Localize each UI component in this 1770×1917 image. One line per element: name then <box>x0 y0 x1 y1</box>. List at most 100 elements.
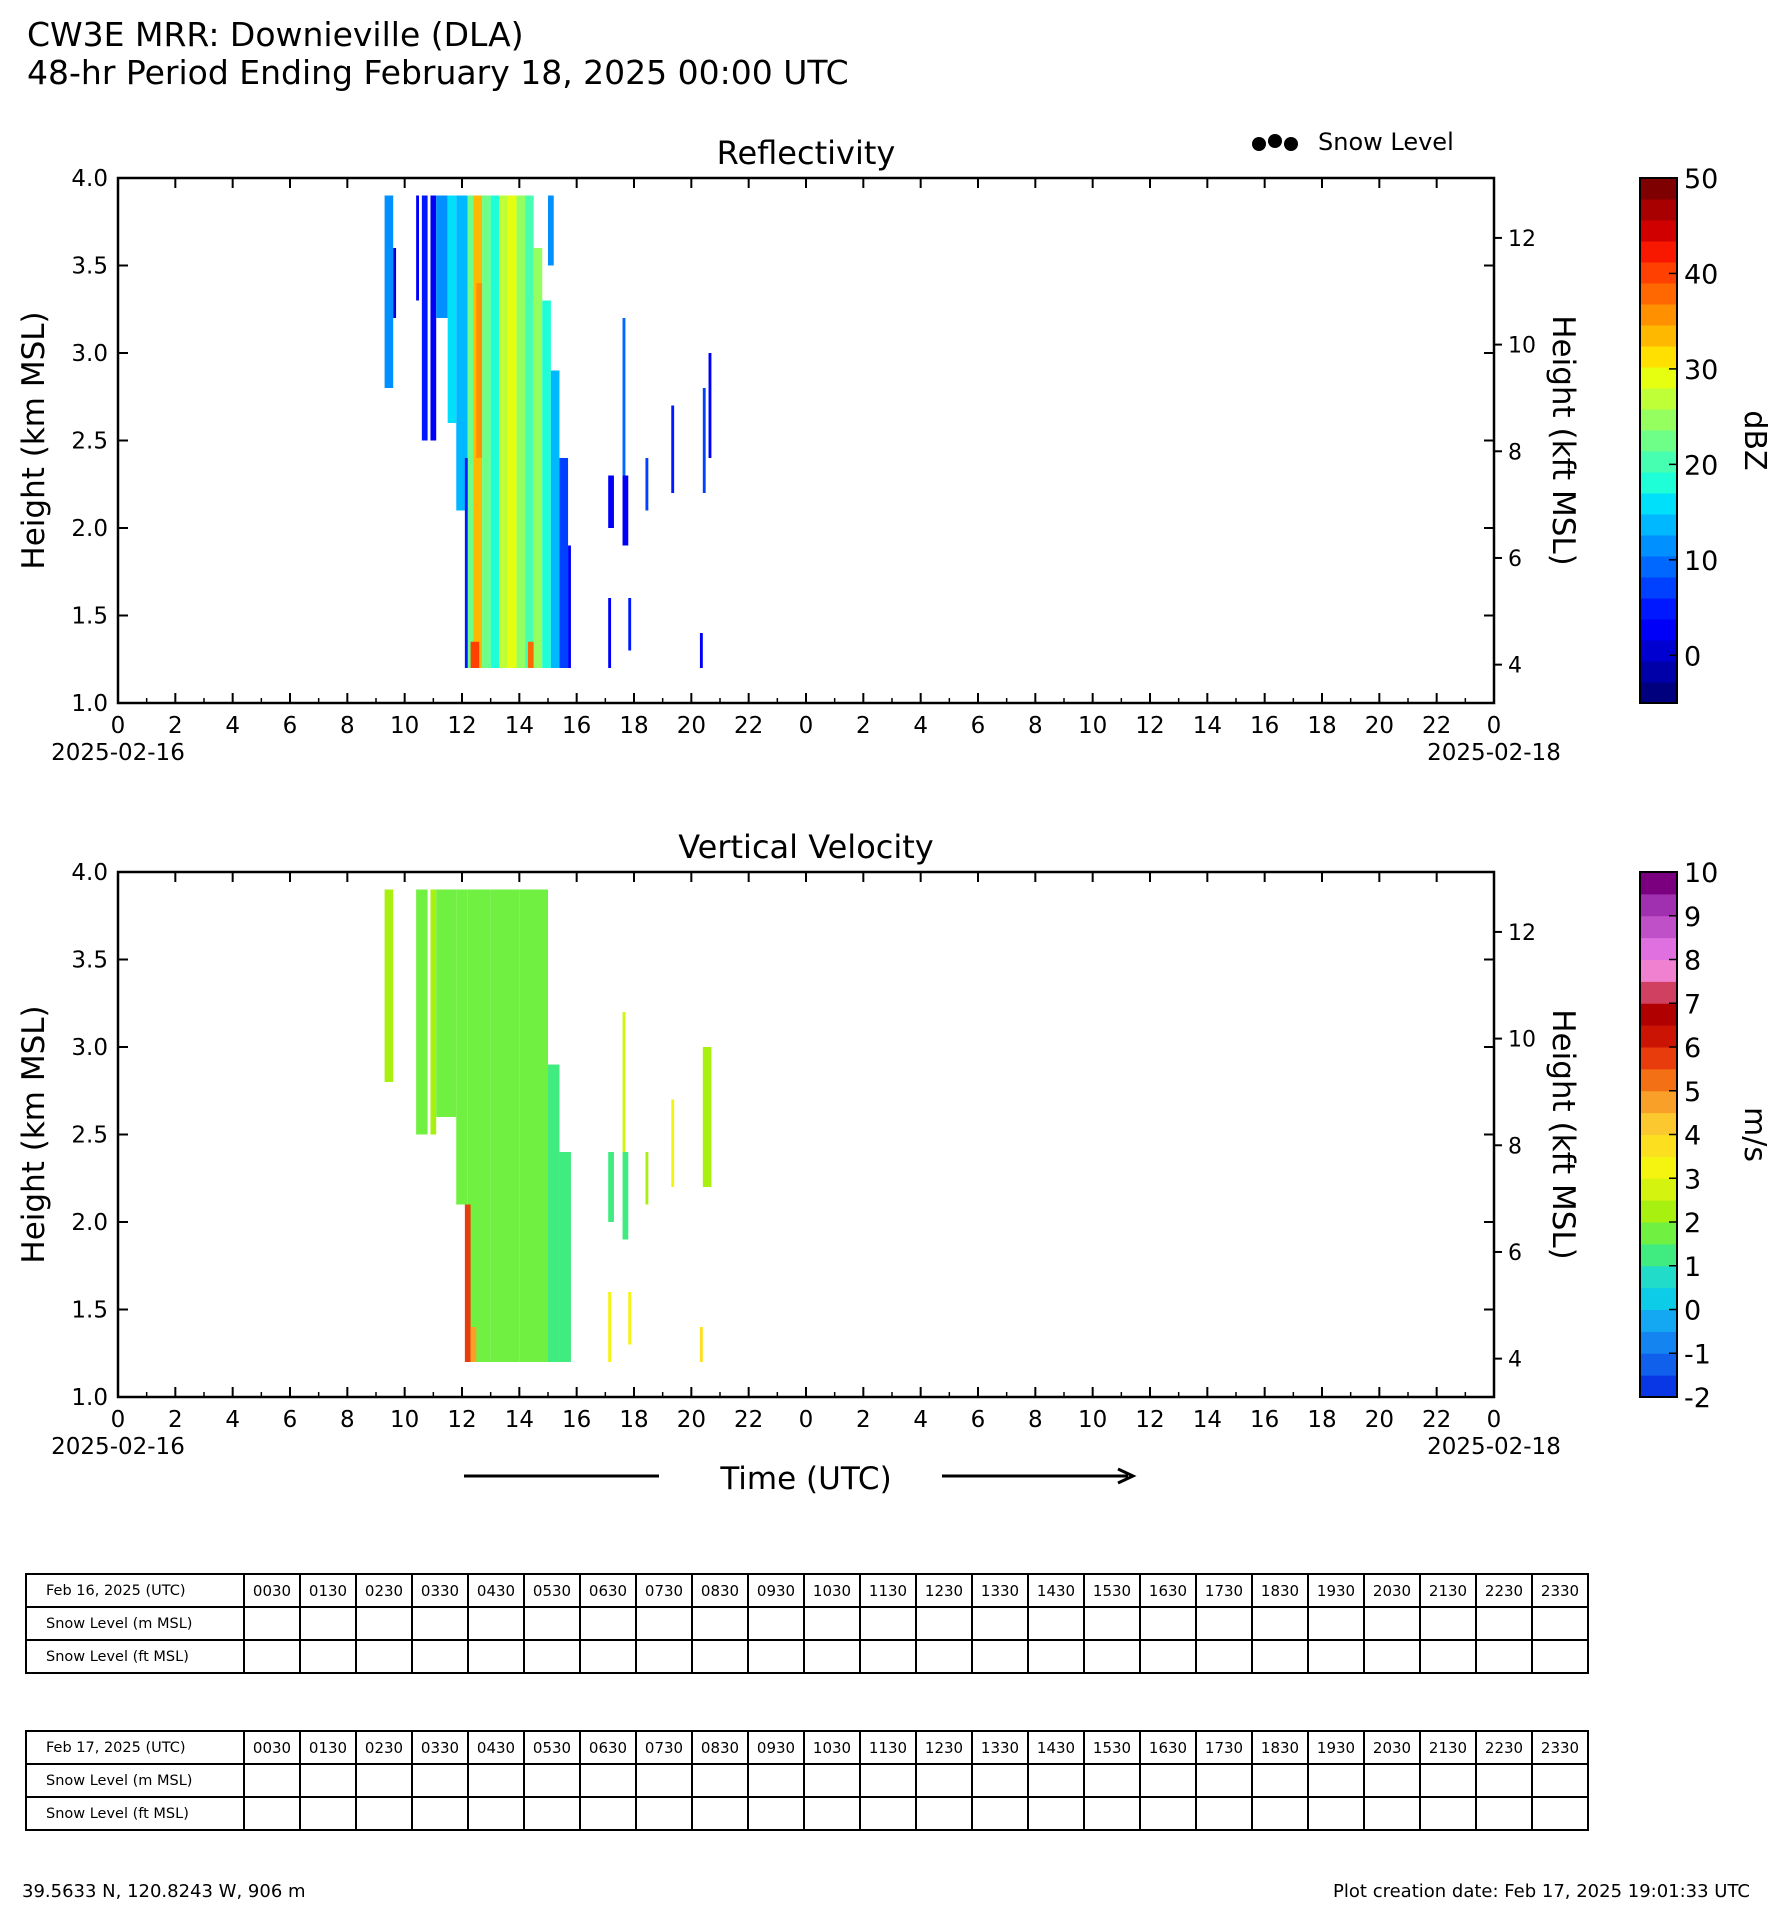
y-tick-label: 1.5 <box>71 604 108 630</box>
x-tick-label: 20 <box>677 1407 706 1433</box>
snow-table-value-cell <box>1027 1639 1085 1674</box>
y-tick-label: 1.5 <box>71 1298 108 1324</box>
x-tick-label: 8 <box>340 1407 355 1433</box>
colorbar-swatch <box>1640 262 1677 284</box>
plot-frame <box>116 870 1496 1399</box>
snow-table-time-cell: 1430 <box>1027 1730 1085 1765</box>
heatmap-cell <box>622 475 629 546</box>
y2-tick-label: 8 <box>1508 1134 1522 1159</box>
y-tick-label: 2.0 <box>71 1210 108 1236</box>
snow-table-value-cell <box>1027 1763 1085 1798</box>
snow-table-time-cell: 1430 <box>1027 1573 1085 1608</box>
heatmap-cell <box>393 248 397 318</box>
snow-table-value-cell <box>915 1639 973 1674</box>
snow-table-value-cell <box>691 1639 749 1674</box>
colorbar-label: m/s <box>1737 1107 1770 1162</box>
colorbar-swatch <box>1640 1331 1677 1354</box>
snow-table-ft-row: Snow Level (ft MSL) <box>25 1796 1589 1831</box>
x-tick-label: 6 <box>283 1407 298 1433</box>
snow-table-value-cell <box>523 1606 581 1641</box>
colorbar-swatch <box>1640 535 1677 557</box>
snow-table-time-cell: 1230 <box>915 1730 973 1765</box>
colorbar-swatch <box>1640 1090 1677 1114</box>
snow-table-value-cell <box>1307 1763 1365 1798</box>
x-tick-label: 12 <box>1135 1407 1164 1433</box>
y-tick-label: 3.0 <box>71 341 108 367</box>
snow-table-value-cell <box>1531 1763 1589 1798</box>
snow-table-value-cell <box>1083 1796 1141 1831</box>
y-tick-label: 1.0 <box>71 1385 108 1411</box>
mrr-charts: Snow Level Reflectivity 1.0 1.5 2.0 2.5 3.0 3.… <box>16 128 1770 1497</box>
x-date-end: 2025-02-18 <box>1427 740 1561 766</box>
colorbar-tick-label: 6 <box>1684 1033 1701 1064</box>
snow-table-value-cell <box>803 1763 861 1798</box>
x-tick-label: 22 <box>734 1407 763 1433</box>
snow-table-value-cell <box>1363 1639 1421 1674</box>
snow-table-value-cell <box>803 1639 861 1674</box>
snow-table-time-cell: 2130 <box>1419 1573 1477 1608</box>
x-tick-label: 6 <box>971 713 986 739</box>
snow-table-value-cell <box>467 1796 525 1831</box>
colorbar-swatch <box>1640 1025 1677 1048</box>
colorbar-tick-label: 8 <box>1684 946 1701 977</box>
colorbar-swatch <box>1640 1003 1677 1026</box>
x-tick-label: 14 <box>1193 1407 1222 1433</box>
x-tick-label: 4 <box>225 713 240 739</box>
heatmap-cell <box>608 1292 612 1362</box>
snow-table-value-cell <box>971 1606 1029 1641</box>
chart-title: Vertical Velocity <box>678 828 933 866</box>
heatmap-cell <box>519 889 548 1362</box>
page-subtitle: 48-hr Period Ending February 18, 2025 00… <box>27 53 849 92</box>
snow-table-value-cell <box>1531 1606 1589 1641</box>
snow-table-time-cell: 1630 <box>1139 1573 1197 1608</box>
snow-table-value-cell <box>355 1796 413 1831</box>
snow-table-value-cell <box>859 1763 917 1798</box>
x-tick-label: 12 <box>447 1407 476 1433</box>
heatmap-cell <box>447 195 457 423</box>
snow-table-value-cell <box>1139 1796 1197 1831</box>
snow-table-row-label: Snow Level (ft MSL) <box>25 1639 245 1674</box>
snow-table-value-cell <box>1475 1796 1533 1831</box>
x-tick-label: 2 <box>168 713 183 739</box>
colorbar: 0 10 20 30 40 50 dBZ <box>1639 164 1770 704</box>
x-tick-label: 12 <box>447 713 476 739</box>
snow-table-time-cell: 0330 <box>411 1573 469 1608</box>
x-tick-label: 18 <box>1307 713 1336 739</box>
colorbar-swatch <box>1640 1222 1677 1245</box>
colorbar-tick-label: 1 <box>1684 1252 1701 1283</box>
heatmap-cell <box>490 195 500 668</box>
colorbar-swatch <box>1640 283 1677 305</box>
colorbar-tick-label: 40 <box>1684 259 1718 290</box>
snow-table-time-cell: 1030 <box>803 1573 861 1608</box>
snow-level-marker-2 <box>1268 134 1282 148</box>
time-arrow-head <box>1117 1467 1137 1485</box>
colorbar-tick-label: 10 <box>1684 858 1718 889</box>
snow-table-value-cell <box>1083 1606 1141 1641</box>
snow-table-value-cell <box>579 1796 637 1831</box>
heatmap-cell <box>559 1152 571 1362</box>
snow-table-value-cell <box>1027 1606 1085 1641</box>
y-axis-label: Height (km MSL) <box>16 311 52 569</box>
x-tick-label: 10 <box>1078 713 1107 739</box>
colorbar-swatch <box>1640 430 1677 452</box>
snow-table-value-cell <box>859 1606 917 1641</box>
snow-table-value-cell <box>1475 1606 1533 1641</box>
snow-table-value-cell <box>1475 1639 1533 1674</box>
snow-table-value-cell <box>691 1796 749 1831</box>
snow-table-value-cell <box>1139 1763 1197 1798</box>
snow-table-time-cell: 1630 <box>1139 1730 1197 1765</box>
y-tick-label: 4.0 <box>71 166 108 192</box>
colorbar-swatch <box>1640 409 1677 431</box>
plot-frame <box>116 176 1496 705</box>
colorbar-tick-label: 0 <box>1684 641 1701 672</box>
colorbar-swatch <box>1640 493 1677 515</box>
station-location: 39.5633 N, 120.8243 W, 906 m <box>22 1881 306 1902</box>
snow-table-time-cell: 1830 <box>1251 1573 1309 1608</box>
snow-table-value-cell <box>635 1606 693 1641</box>
snow-table-value-cell <box>971 1639 1029 1674</box>
heatmap-cells <box>384 889 712 1362</box>
colorbar-swatch <box>1640 367 1677 389</box>
colorbar-swatch <box>1640 1156 1677 1179</box>
colorbar-tick-label: -1 <box>1684 1339 1711 1370</box>
x-tick-label: 4 <box>913 713 928 739</box>
